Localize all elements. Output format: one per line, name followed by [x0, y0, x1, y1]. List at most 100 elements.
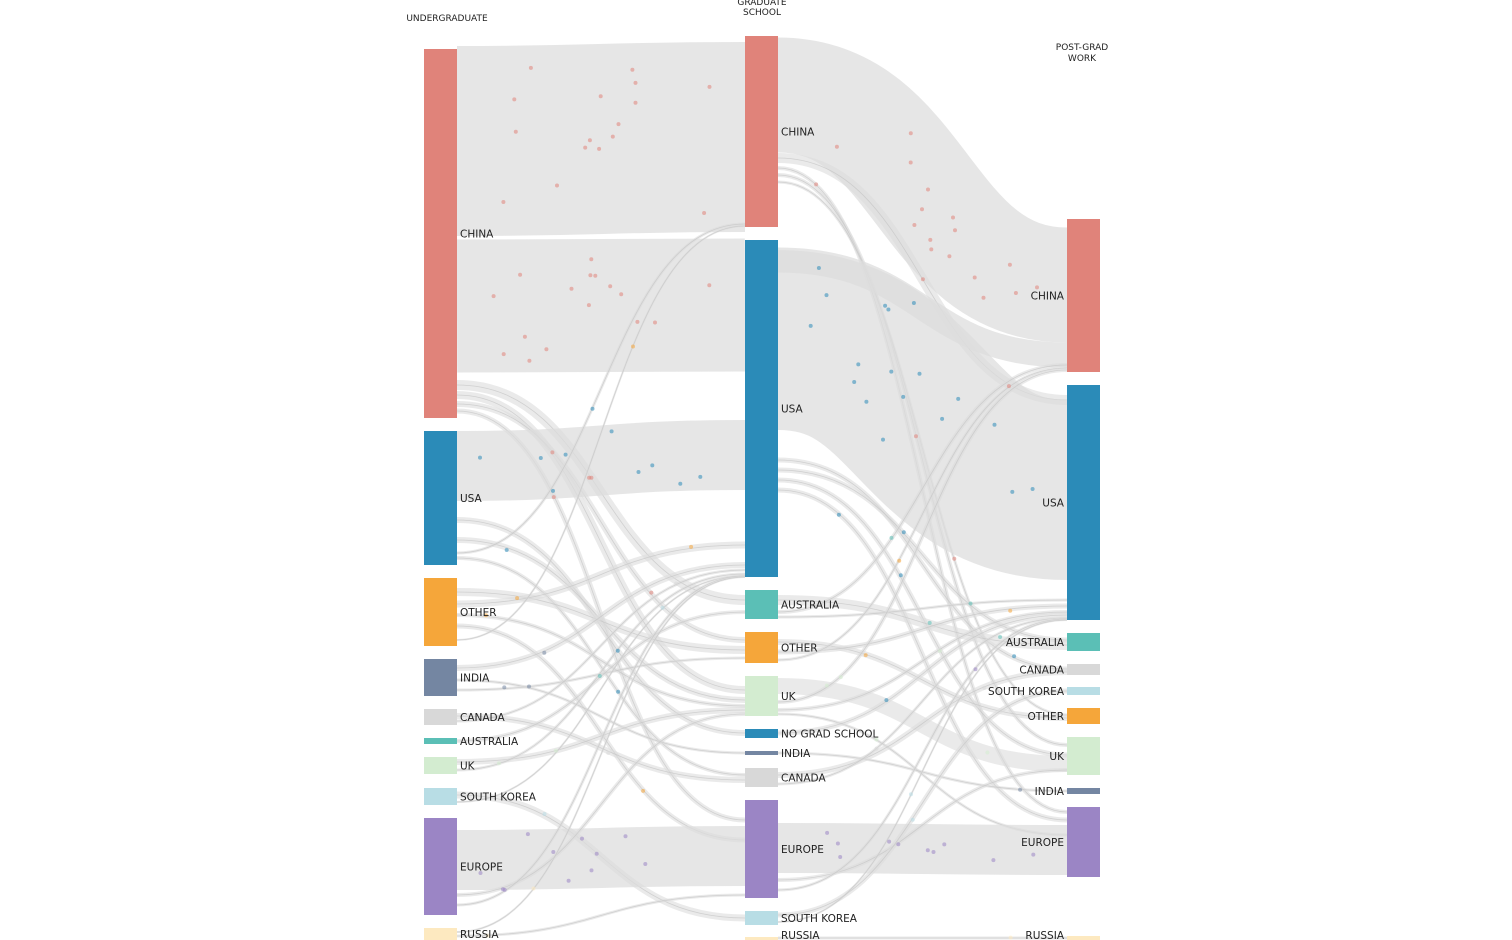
flow-particle [542, 650, 547, 655]
flow-particle [889, 369, 894, 374]
node-graduate-canada[interactable] [745, 768, 778, 787]
flow-particle [886, 307, 891, 312]
label-postgrad-europe: EUROPE [1021, 837, 1064, 849]
flow-particle [531, 886, 536, 891]
node-postgrad-russia[interactable] [1067, 936, 1100, 940]
flow-edge-undergraduate-other-to-graduate-china [456, 225, 746, 641]
node-graduate-south-korea[interactable] [745, 911, 778, 925]
flow-graduate-usa-to-postgrad-china [777, 247, 1068, 368]
flow-particle [597, 146, 602, 151]
label-graduate-china: CHINA [781, 127, 815, 139]
label-postgrad-australia: AUSTRALIA [1006, 637, 1065, 649]
node-postgrad-india[interactable] [1067, 788, 1100, 794]
flow-particle [678, 481, 683, 486]
node-undergraduate-usa[interactable] [424, 431, 457, 565]
flow-particle [889, 535, 894, 540]
node-postgrad-australia[interactable] [1067, 633, 1100, 651]
flow-edge-undergraduate-europe-to-graduate-usa [456, 575, 746, 906]
label-postgrad-usa: USA [1042, 498, 1065, 510]
flow-particle [501, 352, 506, 357]
label-undergraduate-canada: CANADA [460, 712, 505, 724]
node-postgrad-other[interactable] [1067, 708, 1100, 724]
node-undergraduate-europe[interactable] [424, 818, 457, 915]
flow-edge-graduate-uk-to-postgrad-china [777, 369, 1068, 703]
node-undergraduate-china[interactable] [424, 49, 457, 418]
flow-particle [951, 215, 955, 220]
flow-particle [914, 434, 918, 439]
flow-particle [522, 334, 527, 339]
flow-particle [982, 685, 987, 690]
flow-particle [909, 792, 913, 797]
flow-particle [610, 134, 615, 139]
label-postgrad-india: INDIA [1035, 786, 1065, 798]
flow-particle [653, 320, 657, 325]
flow-particle [991, 858, 996, 863]
node-graduate-india[interactable] [745, 751, 778, 755]
node-undergraduate-australia[interactable] [424, 738, 457, 744]
node-undergraduate-russia[interactable] [424, 928, 457, 940]
label-graduate-other: OTHER [781, 643, 818, 655]
flow-edge-undergraduate-india-to-graduate-india [456, 679, 746, 754]
node-graduate-usa[interactable] [745, 240, 778, 577]
flow-particle [525, 832, 530, 837]
node-postgrad-uk[interactable] [1067, 737, 1100, 775]
flow-edge-graduate-other-to-postgrad-usa [777, 605, 1068, 653]
label-graduate-no-grad-school: NO GRAD SCHOOL [781, 729, 878, 741]
label-postgrad-canada: CANADA [1019, 665, 1064, 677]
node-undergraduate-south-korea[interactable] [424, 788, 457, 805]
flow-graduate-usa-to-postgrad-usa [773, 250, 1072, 580]
flow-particle [702, 211, 707, 215]
label-undergraduate-australia: AUSTRALIA [460, 736, 519, 748]
flow-particle [1030, 487, 1035, 491]
node-graduate-uk[interactable] [745, 676, 778, 716]
flow-particle [920, 277, 925, 282]
node-postgrad-europe[interactable] [1067, 807, 1100, 877]
flow-undergraduate-usa-to-graduate-usa [456, 420, 746, 501]
flow-particle [590, 406, 595, 411]
node-graduate-china[interactable] [745, 36, 778, 227]
flow-particle [598, 94, 603, 99]
label-postgrad-china: CHINA [1031, 291, 1065, 303]
node-graduate-no-grad-school[interactable] [745, 729, 778, 738]
node-undergraduate-india[interactable] [424, 659, 457, 696]
flow-particle [940, 416, 945, 421]
node-undergraduate-other[interactable] [424, 578, 457, 646]
label-graduate-canada: CANADA [781, 773, 826, 785]
flow-particle [912, 223, 917, 227]
flow-particle [484, 613, 488, 618]
flow-particle [551, 488, 555, 493]
header-graduate-line1: GRADUATE [737, 0, 786, 8]
flow-particle [502, 685, 507, 690]
node-postgrad-china[interactable] [1067, 219, 1100, 372]
flow-edge-undergraduate-usa-to-graduate-canada [456, 557, 746, 776]
flow-particle [911, 301, 916, 305]
flow-particle [864, 399, 869, 404]
flow-edge-undergraduate-south_korea-to-graduate-usa [456, 575, 746, 803]
node-postgrad-usa[interactable] [1067, 385, 1100, 620]
node-graduate-russia[interactable] [745, 937, 778, 940]
node-graduate-other[interactable] [745, 632, 778, 663]
node-graduate-australia[interactable] [745, 590, 778, 619]
node-layer: CHINA USA OTHER INDIA CANADA AUSTRALIA UK SOUTH… [424, 36, 1100, 940]
node-undergraduate-canada[interactable] [424, 709, 457, 725]
label-undergraduate-uk: UK [460, 761, 476, 773]
node-undergraduate-uk[interactable] [424, 757, 457, 774]
flow-particle [838, 675, 843, 680]
flow-edge-undergraduate-russia-to-graduate-europe [456, 894, 746, 937]
flow-particle [674, 581, 679, 586]
flow-particle [942, 842, 947, 847]
flow-particle [953, 228, 957, 233]
flow-edge-graduate-usa-to-postgrad-canada [777, 459, 1068, 670]
flow-particle [478, 455, 482, 460]
flow-particle [972, 275, 977, 280]
node-postgrad-south-korea[interactable] [1067, 687, 1100, 695]
flow-particle [1035, 285, 1039, 290]
flow-particle [937, 649, 942, 653]
node-postgrad-canada[interactable] [1067, 664, 1100, 675]
node-graduate-europe[interactable] [745, 800, 778, 898]
flow-particle [901, 530, 906, 535]
flow-particle [1031, 852, 1036, 857]
flow-particle [649, 590, 654, 595]
flow-particle [998, 635, 1003, 639]
flow-particle [931, 850, 936, 854]
